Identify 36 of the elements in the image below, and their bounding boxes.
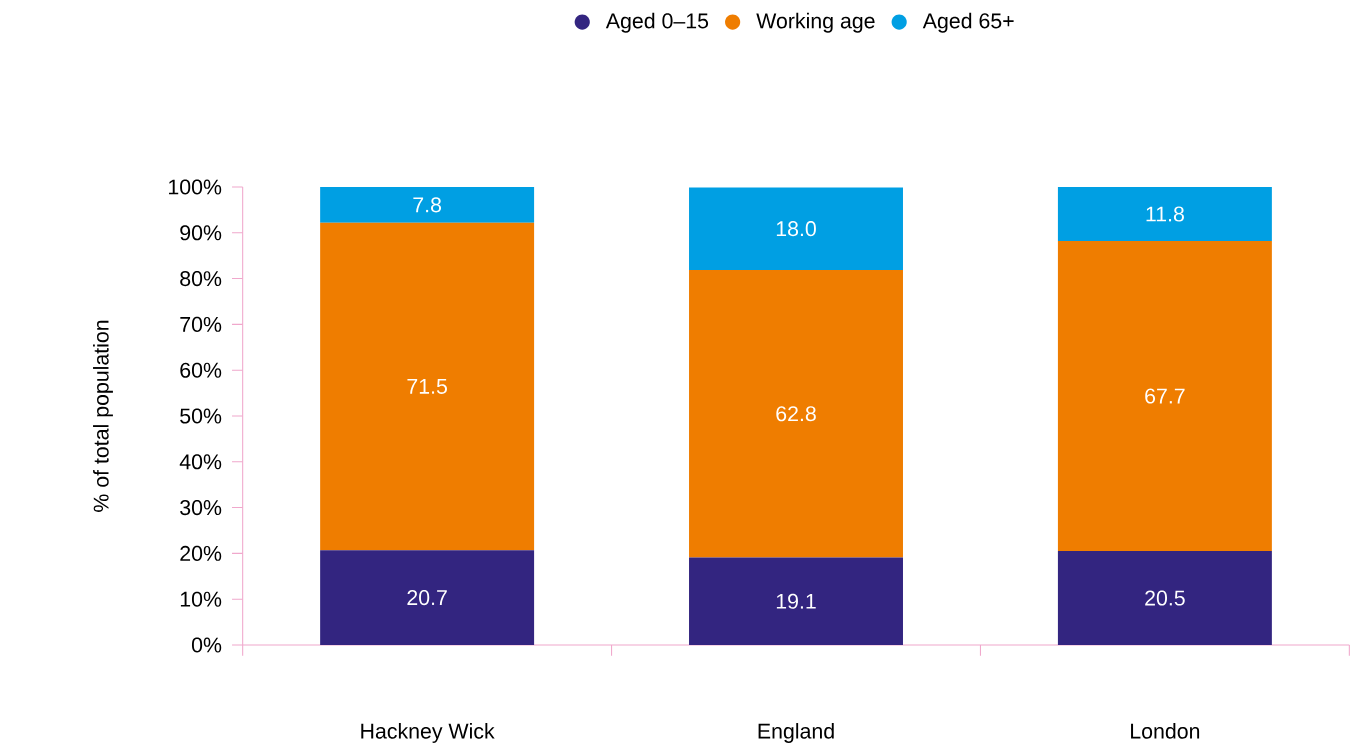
y-tick-label: 90% xyxy=(180,225,222,241)
y-tick-label: 100% xyxy=(169,179,222,195)
bar xyxy=(689,269,903,558)
y-tick-label: 50% xyxy=(180,408,222,424)
bar xyxy=(689,557,903,645)
data-label: 20.5 xyxy=(1145,590,1185,606)
data-label: 19.1 xyxy=(776,593,816,609)
data-label: 67.7 xyxy=(1145,388,1185,404)
data-label: 11.8 xyxy=(1146,206,1184,222)
data-label: 20.7 xyxy=(407,590,447,606)
y-axis-title: % of total population xyxy=(93,320,113,512)
bar xyxy=(689,187,903,270)
data-label: 71.5 xyxy=(407,379,447,394)
y-tick-label: 30% xyxy=(180,500,222,516)
y-tick-label: 40% xyxy=(179,454,222,470)
data-label: 62.8 xyxy=(776,406,816,422)
y-tick-label: 70% xyxy=(180,316,222,332)
y-tick-label: 10% xyxy=(180,591,222,607)
bar xyxy=(1057,241,1272,552)
x-tick-label: Hackney Wick xyxy=(361,723,495,743)
legend-label: Aged 0–15 xyxy=(605,12,709,33)
bar xyxy=(1057,551,1272,645)
data-label: 7.8 xyxy=(413,197,442,213)
bar xyxy=(320,550,535,645)
y-tick-label: 20% xyxy=(180,545,222,561)
x-tick-label: London xyxy=(1131,723,1200,739)
y-tick-label: 80% xyxy=(180,271,222,287)
bar xyxy=(320,186,535,223)
bar xyxy=(1057,186,1272,242)
data-label: 18.0 xyxy=(776,221,816,237)
bar xyxy=(320,222,535,551)
x-tick-label: England xyxy=(758,723,834,743)
y-tick-label: 60% xyxy=(180,362,222,378)
legend-label: Aged 65+ xyxy=(922,12,1014,33)
legend-label: Working age xyxy=(756,12,875,33)
y-tick-label: 0% xyxy=(191,637,222,653)
